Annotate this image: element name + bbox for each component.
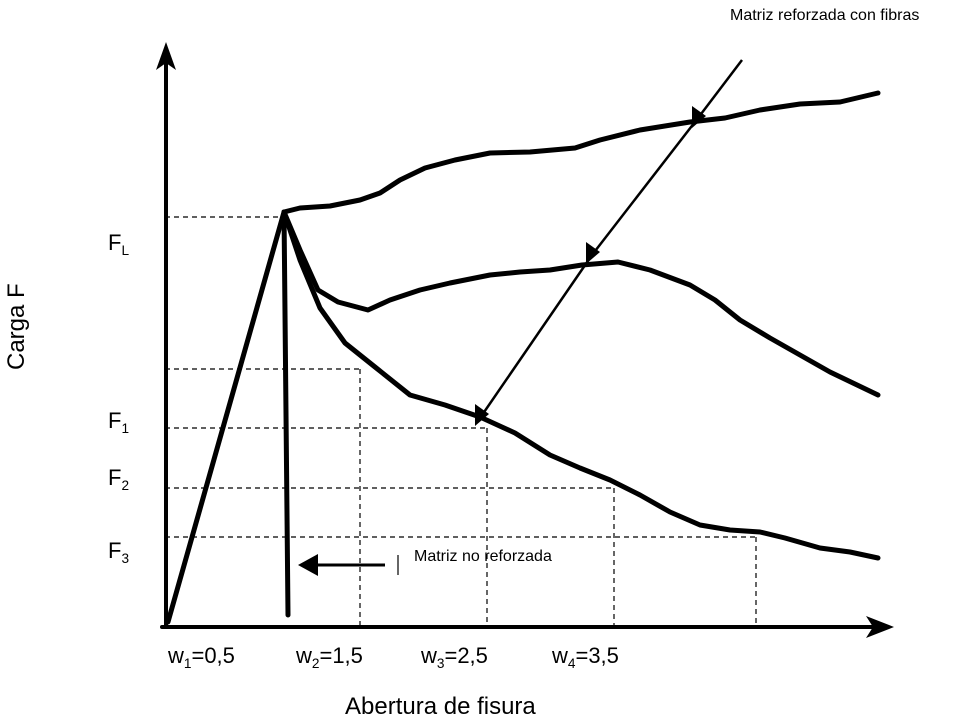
arrowhead-lower — [475, 404, 489, 426]
curves — [165, 90, 881, 625]
y-axis-arrowhead — [156, 42, 176, 70]
reinforced-matrix-label: Matriz reforzada con fibras — [730, 7, 920, 24]
axes — [160, 50, 884, 629]
arrowhead-middle — [586, 242, 600, 264]
y-tick-f2: F2 — [108, 465, 130, 493]
guide-lines — [165, 216, 757, 625]
upper-curve — [281, 90, 881, 215]
reinforced-arrow-lines — [478, 59, 743, 419]
x-tick-w2: w2=1,5 — [296, 643, 363, 671]
reinforced-arrow-segment-2 — [591, 117, 699, 256]
reinforced-arrow-segment-1 — [697, 59, 743, 119]
y-axis-label: Carga F — [3, 283, 30, 370]
arrowhead-upper — [692, 106, 706, 128]
lower-curve — [281, 209, 881, 561]
unreinforced-drop-curve — [281, 209, 291, 618]
x-axis-arrowhead — [866, 616, 894, 638]
unreinforced-arrowhead — [298, 554, 318, 576]
reinforced-arrow-segment-3 — [478, 254, 594, 419]
middle-curve — [281, 209, 881, 398]
y-tick-fl: FL — [108, 230, 130, 258]
x-tick-w1: w1=0,5 — [168, 643, 235, 671]
x-tick-w3: w3=2,5 — [421, 643, 488, 671]
y-tick-f1: F1 — [108, 408, 130, 436]
x-tick-w4: w4=3,5 — [552, 643, 619, 671]
unreinforced-matrix-label: Matriz no reforzada — [414, 548, 552, 565]
linear-rise-curve — [165, 209, 287, 625]
x-axis-label: Abertura de fisura — [345, 693, 536, 720]
y-tick-f3: F3 — [108, 538, 130, 566]
reinforced-arrowheads — [475, 106, 706, 426]
